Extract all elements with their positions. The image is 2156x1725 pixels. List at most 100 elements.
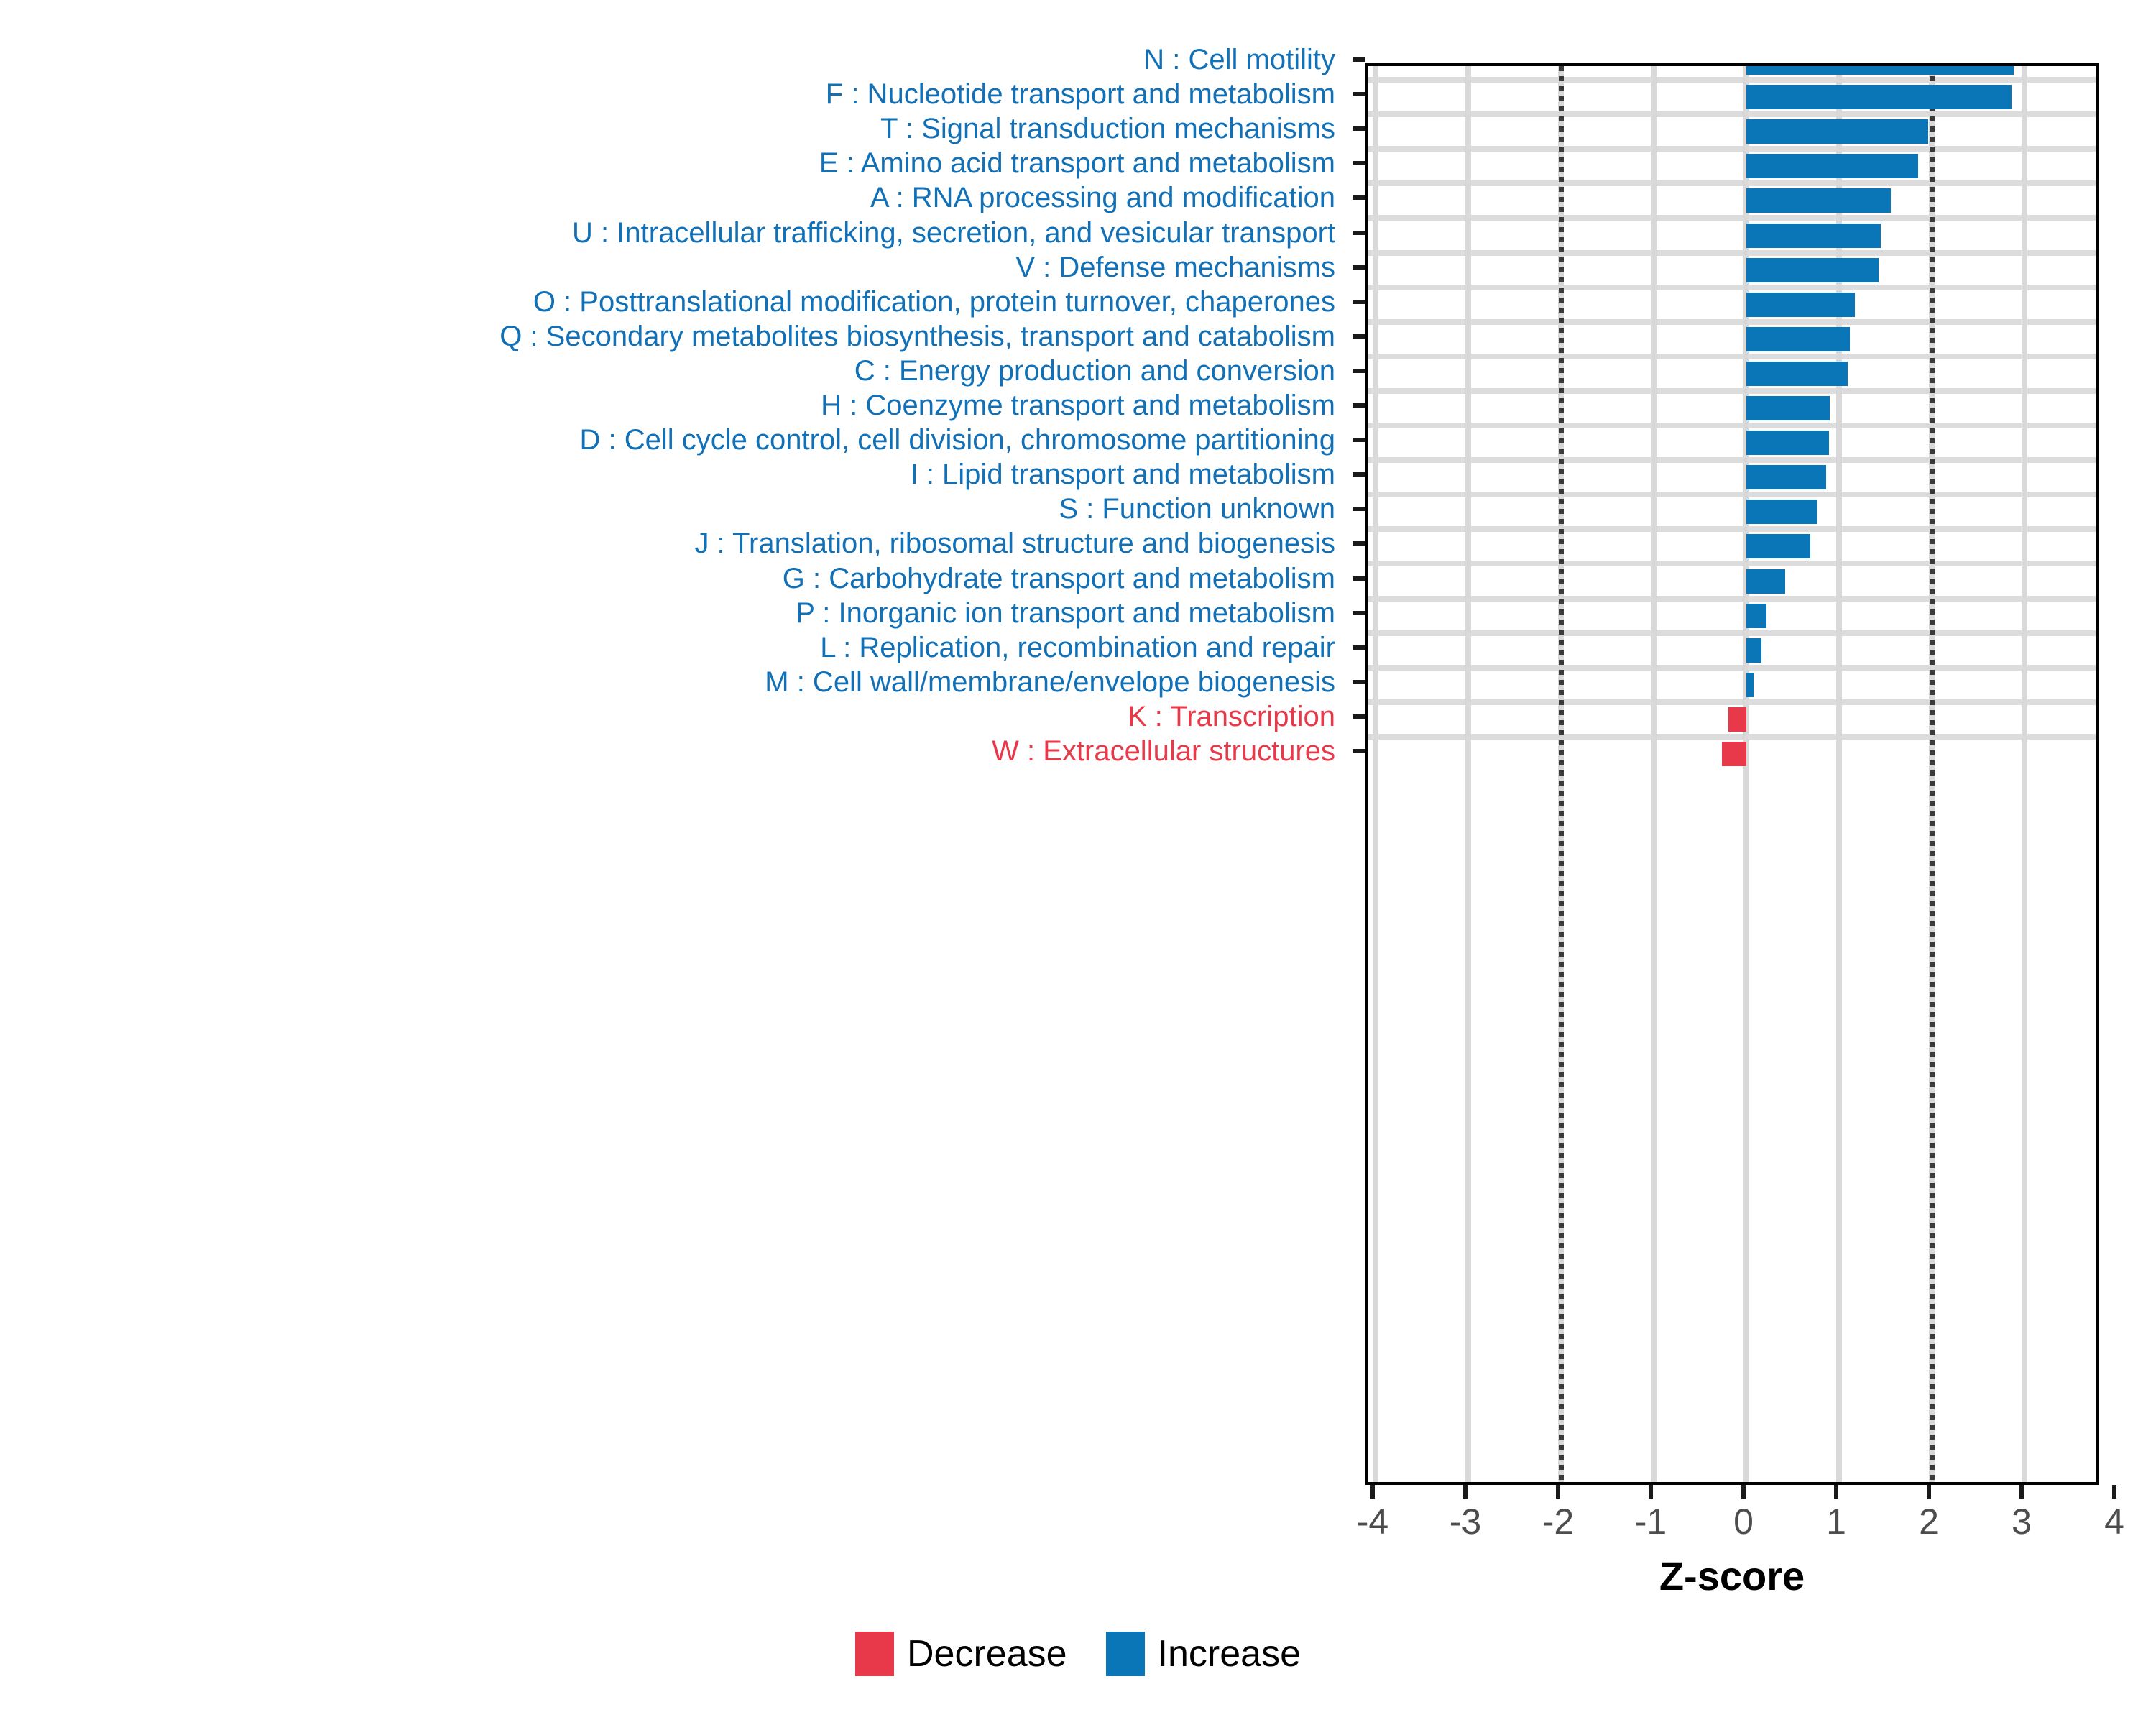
reference-line-plus2 bbox=[1930, 66, 1935, 1482]
category-label: E : Amino acid transport and metabolism bbox=[819, 147, 1335, 180]
bar-c[interactable] bbox=[1746, 361, 1848, 386]
y-axis-tick bbox=[1353, 299, 1365, 304]
x-axis-tick bbox=[1834, 1485, 1838, 1499]
gridline-horizontal bbox=[1368, 249, 2096, 256]
category-label: T : Signal transduction mechanisms bbox=[880, 113, 1335, 145]
gridline-horizontal bbox=[1368, 284, 2096, 290]
x-axis-tick bbox=[1741, 1485, 1746, 1499]
gridline-vertical bbox=[1465, 66, 1471, 1482]
bar-a[interactable] bbox=[1746, 188, 1892, 213]
x-axis-tick-label: -4 bbox=[1356, 1501, 1389, 1542]
x-axis-tick-label: 1 bbox=[1826, 1501, 1846, 1542]
plot-panel bbox=[1365, 63, 2099, 1485]
legend-swatch-increase bbox=[1105, 1632, 1145, 1676]
bar-k[interactable] bbox=[1728, 707, 1746, 732]
gridline-horizontal bbox=[1368, 664, 2096, 671]
bar-q[interactable] bbox=[1746, 326, 1851, 351]
bar-l[interactable] bbox=[1746, 638, 1761, 663]
gridline-vertical bbox=[1651, 66, 1657, 1482]
bar-j[interactable] bbox=[1746, 534, 1810, 559]
category-label: M : Cell wall/membrane/envelope biogenes… bbox=[765, 666, 1335, 698]
x-axis-tick bbox=[1463, 1485, 1468, 1499]
legend-item-increase[interactable]: Increase bbox=[1105, 1632, 1301, 1676]
x-axis-tick-label: 4 bbox=[2104, 1501, 2124, 1542]
bar-i[interactable] bbox=[1746, 465, 1826, 490]
category-label: V : Defense mechanisms bbox=[1015, 251, 1335, 283]
bar-d[interactable] bbox=[1746, 431, 1829, 456]
gridline-horizontal bbox=[1368, 630, 2096, 636]
bar-n[interactable] bbox=[1746, 66, 2014, 75]
bar-u[interactable] bbox=[1746, 223, 1881, 248]
category-label: G : Carbohydrate transport and metabolis… bbox=[782, 562, 1335, 594]
category-label: I : Lipid transport and metabolism bbox=[910, 459, 1335, 491]
gridline-horizontal bbox=[1368, 699, 2096, 705]
gridline-horizontal bbox=[1368, 353, 2096, 359]
y-axis-tick bbox=[1353, 92, 1365, 97]
gridline-horizontal bbox=[1368, 733, 2096, 740]
x-axis-tick bbox=[2112, 1485, 2116, 1499]
y-axis-tick bbox=[1353, 576, 1365, 581]
gridline-horizontal bbox=[1368, 318, 2096, 325]
bar-p[interactable] bbox=[1746, 603, 1767, 628]
gridline-vertical bbox=[1373, 66, 1378, 1482]
y-axis-tick bbox=[1353, 126, 1365, 132]
y-axis-tick bbox=[1353, 161, 1365, 166]
y-axis-tick bbox=[1353, 645, 1365, 650]
gridline-horizontal bbox=[1368, 180, 2096, 187]
y-axis-tick bbox=[1353, 368, 1365, 373]
gridline-horizontal bbox=[1368, 595, 2096, 602]
bar-g[interactable] bbox=[1746, 569, 1786, 594]
x-axis-title: Z-score bbox=[1659, 1553, 1805, 1598]
category-label: Q : Secondary metabolites biosynthesis, … bbox=[499, 320, 1335, 352]
category-label: H : Coenzyme transport and metabolism bbox=[821, 390, 1335, 421]
category-label: A : RNA processing and modification bbox=[870, 182, 1335, 214]
y-axis-tick bbox=[1353, 438, 1365, 443]
bar-h[interactable] bbox=[1746, 396, 1830, 420]
legend-swatch-decrease bbox=[854, 1632, 894, 1676]
category-label: N : Cell motility bbox=[1143, 44, 1335, 75]
category-label: W : Extracellular structures bbox=[992, 735, 1335, 767]
gridline-horizontal bbox=[1368, 111, 2096, 118]
bar-f[interactable] bbox=[1746, 85, 2012, 110]
bar-w[interactable] bbox=[1722, 742, 1746, 766]
x-axis-tick bbox=[1556, 1485, 1560, 1499]
bar-s[interactable] bbox=[1746, 500, 1818, 525]
bar-m[interactable] bbox=[1746, 672, 1754, 697]
y-axis-tick bbox=[1353, 749, 1365, 753]
x-axis-tick-label: 0 bbox=[1733, 1501, 1754, 1542]
gridline-vertical bbox=[1836, 66, 1842, 1482]
y-axis-tick bbox=[1353, 196, 1365, 201]
bar-v[interactable] bbox=[1746, 257, 1879, 282]
reference-line-minus2 bbox=[1559, 66, 1564, 1482]
gridline-horizontal bbox=[1368, 526, 2096, 533]
y-axis-tick bbox=[1353, 58, 1365, 62]
y-axis-tick bbox=[1353, 507, 1365, 512]
x-axis-tick-label: -1 bbox=[1634, 1501, 1667, 1542]
category-label: K : Transcription bbox=[1127, 700, 1335, 732]
category-label: L : Replication, recombination and repai… bbox=[820, 631, 1335, 663]
category-label: O : Posttranslational modification, prot… bbox=[533, 285, 1335, 318]
gridline-horizontal bbox=[1368, 457, 2096, 464]
bar-e[interactable] bbox=[1746, 154, 1918, 179]
x-axis-tick-label: 3 bbox=[2012, 1501, 2032, 1542]
y-axis-tick bbox=[1353, 541, 1365, 546]
bar-t[interactable] bbox=[1746, 119, 1928, 144]
gridline-horizontal bbox=[1368, 77, 2096, 83]
chart-legend: Decrease Increase bbox=[0, 1632, 2156, 1676]
y-axis-tick bbox=[1353, 714, 1365, 719]
bar-o[interactable] bbox=[1746, 292, 1855, 317]
gridline-vertical bbox=[1743, 66, 1749, 1482]
y-axis-tick bbox=[1353, 610, 1365, 615]
gridline-horizontal bbox=[1368, 146, 2096, 152]
legend-item-decrease[interactable]: Decrease bbox=[854, 1632, 1067, 1676]
gridline-vertical bbox=[2022, 66, 2027, 1482]
category-label: C : Energy production and conversion bbox=[854, 354, 1335, 387]
y-axis-tick bbox=[1353, 679, 1365, 684]
legend-label: Increase bbox=[1157, 1633, 1301, 1675]
gridline-horizontal bbox=[1368, 215, 2096, 221]
y-axis-tick bbox=[1353, 264, 1365, 270]
x-axis-tick-label: -3 bbox=[1449, 1501, 1482, 1542]
x-axis-tick-label: 2 bbox=[1919, 1501, 1939, 1542]
category-label: D : Cell cycle control, cell division, c… bbox=[579, 424, 1335, 456]
